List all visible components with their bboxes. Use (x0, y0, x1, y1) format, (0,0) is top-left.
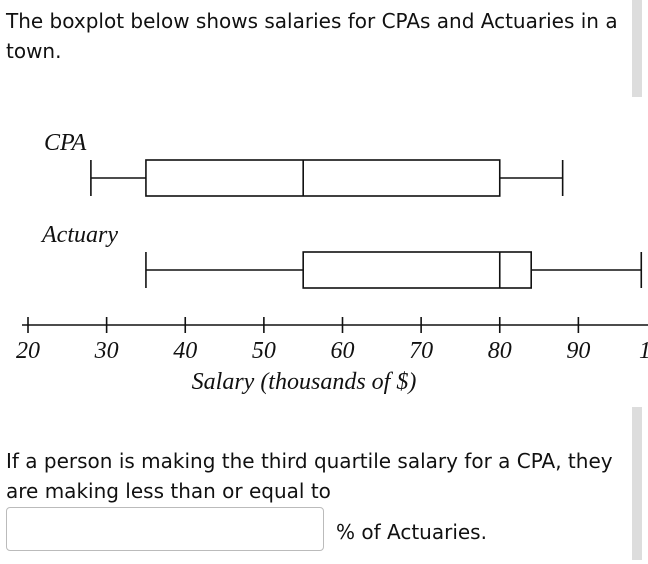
scrollbar (632, 407, 642, 560)
x-tick-label: 50 (252, 338, 276, 364)
question-suffix: % of Actuaries. (336, 520, 487, 544)
x-tick-label: 100 (639, 338, 648, 364)
x-tick-label: 80 (488, 338, 512, 364)
intro-text: The boxplot below shows salaries for CPA… (6, 9, 618, 63)
series-label: Actuary (40, 222, 118, 248)
x-tick-label: 40 (173, 338, 197, 364)
question-text: If a person is making the third quartile… (6, 449, 613, 503)
x-tick-label: 30 (94, 338, 119, 364)
x-axis-label: Salary (thousands of $) (192, 369, 417, 395)
box (145, 159, 501, 197)
answer-input[interactable] (6, 507, 324, 551)
scrollbar (632, 0, 642, 97)
x-tick-label: 20 (16, 338, 40, 364)
x-tick-label: 90 (566, 338, 590, 364)
chart: 20 30 40 50 60 70 80 90 100 Salary (thousands of … (16, 130, 648, 395)
series-label: CPA (44, 130, 87, 156)
x-tick-label: 70 (409, 338, 433, 364)
box (302, 251, 532, 289)
x-tick-label: 60 (331, 338, 355, 364)
